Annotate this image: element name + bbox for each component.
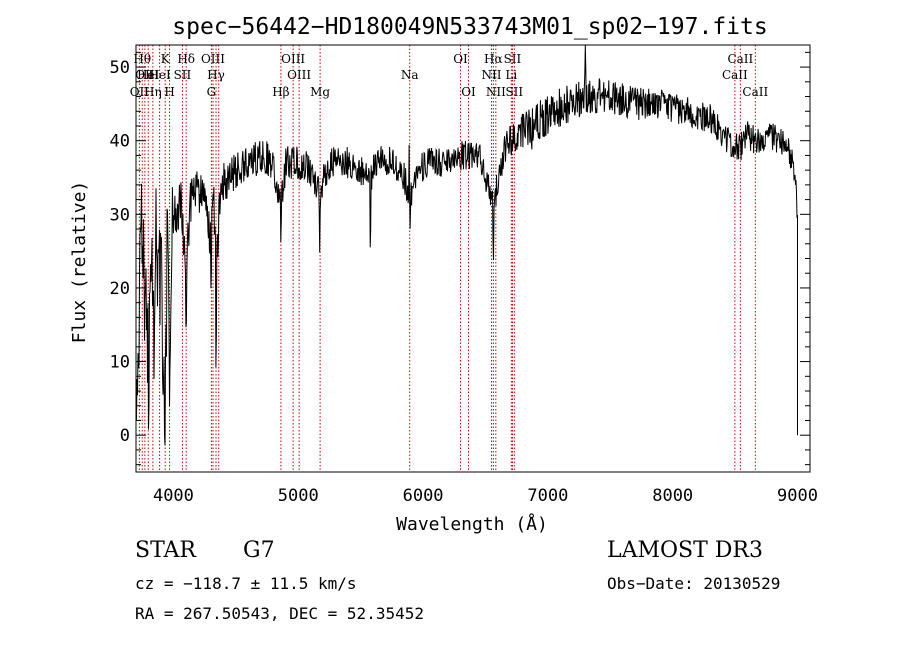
spectral-line-label: G xyxy=(207,85,217,99)
line-markers xyxy=(138,45,756,472)
spectral-line-label: Na xyxy=(401,68,419,82)
spectral-line-label: H xyxy=(164,85,174,99)
spectral-line-label: OI xyxy=(461,85,476,99)
spectral-line-label: NII xyxy=(486,85,506,99)
y-axis-ticks: 0 10 20 30 40 50 xyxy=(110,51,810,466)
y-axis-label: Flux (relative) xyxy=(69,181,90,344)
plot-area: OIIHθOIIHeIHηHeIKHSIIHδGOIIIHγHβOIIIOIII… xyxy=(110,44,818,506)
y-tick-label: 20 xyxy=(110,279,130,299)
chart-title: spec−56442−HD180049N533743M01_sp02−197.f… xyxy=(172,14,767,40)
y-tick-label: 0 xyxy=(120,426,130,446)
observation-date: Obs−Date: 20130529 xyxy=(607,574,781,593)
spectral-line-label: Hθ xyxy=(133,52,151,66)
spectral-line-label: K xyxy=(161,52,171,66)
spectral-line-label: SII xyxy=(504,52,522,66)
spectral-line-label: Hβ xyxy=(272,85,289,99)
spectral-line-label: OII xyxy=(135,68,155,82)
line-labels: OIIHθOIIHeIHηHeIKHSIIHδGOIIIHγHβOIIIOIII… xyxy=(130,52,769,99)
spectral-line-label: CaII xyxy=(727,52,753,66)
y-tick-label: 10 xyxy=(110,353,130,373)
spectral-line-label: OIII xyxy=(287,68,311,82)
spectral-line-label: Li xyxy=(505,68,517,82)
spectral-line-label: HeI xyxy=(148,68,171,82)
spectral-line-label: Hα xyxy=(484,52,503,66)
x-tick-label: 8000 xyxy=(652,486,693,506)
x-tick-label: 6000 xyxy=(403,486,444,506)
spectrum-line xyxy=(135,44,798,446)
spectral-line-label: OIII xyxy=(281,52,305,66)
x-axis-label: Wavelength (Å) xyxy=(396,513,548,535)
radial-velocity: cz = −118.7 ± 11.5 km/s xyxy=(135,574,357,593)
spectral-line-label: Hγ xyxy=(207,68,225,82)
spectral-line-label: Mg xyxy=(310,85,330,99)
y-tick-label: 30 xyxy=(110,205,130,225)
spectral-line-label: Hδ xyxy=(177,52,195,66)
y-tick-label: 50 xyxy=(110,58,130,78)
x-tick-label: 5000 xyxy=(278,486,319,506)
spectral-line-label: OI xyxy=(453,52,468,66)
spectral-line-label: OII xyxy=(130,85,150,99)
spectral-line-label: Hη xyxy=(144,85,162,99)
x-tick-label: 4000 xyxy=(153,486,194,506)
x-tick-label: 9000 xyxy=(777,486,818,506)
x-axis-ticks: 4000 5000 6000 7000 8000 9000 xyxy=(153,486,818,506)
spectral-line-label: SII xyxy=(505,85,523,99)
spectral-line-label: OIII xyxy=(201,52,225,66)
survey-release: LAMOST DR3 xyxy=(607,538,763,563)
object-subclass: G7 xyxy=(243,538,275,563)
coordinates: RA = 267.50543, DEC = 52.35452 xyxy=(135,604,424,623)
y-tick-label: 40 xyxy=(110,132,130,152)
x-tick-label: 7000 xyxy=(527,486,568,506)
spectral-line-label: HeI xyxy=(137,68,160,82)
spectral-line-label: SII xyxy=(174,68,192,82)
object-class: STAR xyxy=(135,538,196,563)
spectral-line-label: CaII xyxy=(742,85,768,99)
spectral-line-label: CaII xyxy=(722,68,748,82)
axes-frame xyxy=(135,44,811,473)
spectral-line-label: NII xyxy=(481,68,501,82)
